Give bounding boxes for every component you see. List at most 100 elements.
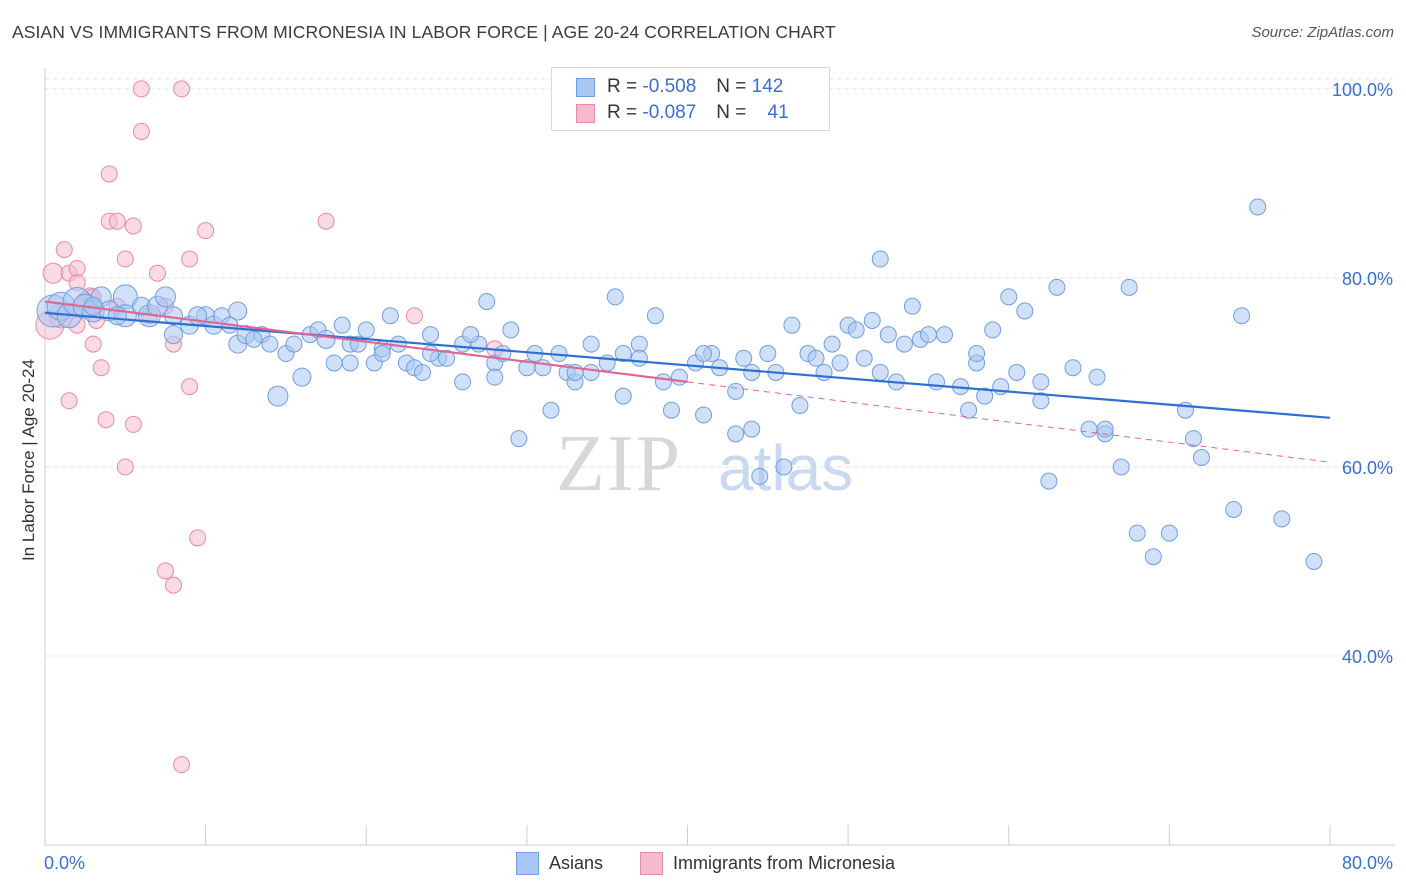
trend-lines — [44, 300, 1331, 463]
micronesia-point — [55, 241, 73, 259]
asian-point — [245, 330, 263, 348]
asian-point — [879, 326, 897, 344]
micronesia-point — [197, 222, 215, 240]
asian-point — [743, 363, 761, 381]
asian-point — [422, 326, 439, 344]
micronesia-point — [60, 392, 78, 410]
y-tick-label: 80.0% — [1342, 269, 1393, 289]
y-tick-label: 60.0% — [1342, 458, 1393, 478]
asian-points — [36, 198, 1323, 570]
legend-row-asians: R = -0.508 N = 142 — [576, 75, 783, 99]
asian-point — [863, 311, 881, 329]
legend-n-value: 41 — [767, 102, 789, 123]
asian-point — [630, 335, 648, 353]
asian-point — [1096, 420, 1114, 438]
asian-point — [847, 321, 865, 339]
asian-point — [316, 329, 336, 349]
micronesia-point — [132, 80, 150, 98]
micronesia-point — [97, 411, 115, 429]
asian-point — [333, 316, 351, 334]
asian-point — [1193, 449, 1210, 466]
asian-point — [422, 345, 439, 363]
legend-n-label: N = — [716, 102, 747, 123]
asian-point — [582, 335, 600, 353]
asian-point — [759, 345, 777, 363]
asian-point — [1008, 363, 1026, 381]
asian-point — [662, 401, 680, 419]
asian-point — [462, 326, 480, 344]
asian-trend-line — [44, 311, 1331, 419]
series-legend-asians: Asians — [516, 852, 603, 875]
asian-point — [1273, 510, 1291, 528]
asian-point — [614, 345, 632, 363]
asian-point — [727, 425, 745, 443]
micronesia-point — [116, 250, 134, 268]
asian-point — [373, 345, 391, 363]
asian-point — [582, 363, 600, 381]
asian-point — [919, 326, 937, 344]
asian-point — [285, 335, 303, 353]
asian-point — [976, 387, 994, 405]
asian-point — [871, 250, 889, 268]
micronesia-point — [108, 212, 126, 230]
asian-point — [695, 406, 713, 424]
asian-point — [670, 368, 688, 386]
asian-point — [510, 430, 528, 448]
asian-point — [542, 401, 560, 419]
series-legend-micronesia: Immigrants from Micronesia — [640, 852, 895, 875]
micronesia-trend-extension — [687, 381, 1331, 463]
asian-point — [1032, 373, 1050, 391]
legend-r-label: R = — [607, 76, 638, 97]
asian-point — [1040, 472, 1058, 490]
micronesia-point — [173, 756, 191, 774]
micronesia-point — [116, 458, 134, 476]
asian-point — [735, 349, 753, 367]
y-tick-label: 100.0% — [1332, 80, 1393, 100]
micronesia-point — [148, 264, 166, 282]
micronesia-point — [317, 212, 335, 230]
asian-point — [630, 349, 648, 367]
series-swatch-micronesia — [640, 852, 663, 875]
asian-point — [1160, 524, 1178, 542]
asian-point — [454, 373, 472, 391]
axis-labels: 40.0% 60.0% 80.0% 100.0% 0.0% 80.0% In Labor F… — [19, 80, 1393, 873]
series-label-micronesia: Immigrants from Micronesia — [673, 853, 896, 873]
asian-point — [502, 321, 520, 339]
asian-point — [1120, 278, 1138, 296]
asian-point — [855, 349, 873, 367]
asian-point — [936, 326, 953, 344]
asian-point — [927, 373, 945, 391]
asian-point — [292, 367, 312, 387]
asian-point — [614, 387, 632, 405]
legend-r-label: R = — [607, 102, 638, 123]
micronesia-point — [173, 80, 191, 98]
asian-point — [968, 345, 986, 363]
asian-point — [413, 363, 431, 381]
legend-n-label: N = — [716, 76, 747, 97]
asian-point — [783, 316, 801, 334]
y-axis-title: In Labor Force | Age 20-24 — [19, 359, 38, 561]
chart-source: Source: ZipAtlas.com — [1251, 24, 1394, 41]
asian-point — [807, 349, 825, 367]
asian-point — [1128, 524, 1146, 542]
asian-point — [1048, 278, 1066, 296]
asian-point — [267, 385, 289, 407]
legend-r-value: -0.508 — [642, 76, 697, 97]
asian-point — [895, 335, 913, 353]
asian-point — [831, 354, 849, 372]
asian-point — [1184, 430, 1202, 448]
legend-n-value: 142 — [751, 76, 784, 97]
series-swatch-asians — [516, 852, 539, 875]
asian-point — [486, 368, 504, 386]
asian-point — [261, 335, 279, 353]
asian-point — [438, 349, 456, 367]
asian-point — [1144, 548, 1162, 566]
correlation-legend: R = -0.508 N = 142 R = -0.087 N = 41 — [551, 67, 830, 131]
series-label-asians: Asians — [549, 853, 604, 873]
asian-point — [1032, 392, 1050, 410]
micronesia-point — [189, 529, 207, 547]
watermark-zip: ZIP — [556, 420, 682, 508]
asian-point — [325, 354, 343, 372]
asian-point — [341, 354, 359, 372]
